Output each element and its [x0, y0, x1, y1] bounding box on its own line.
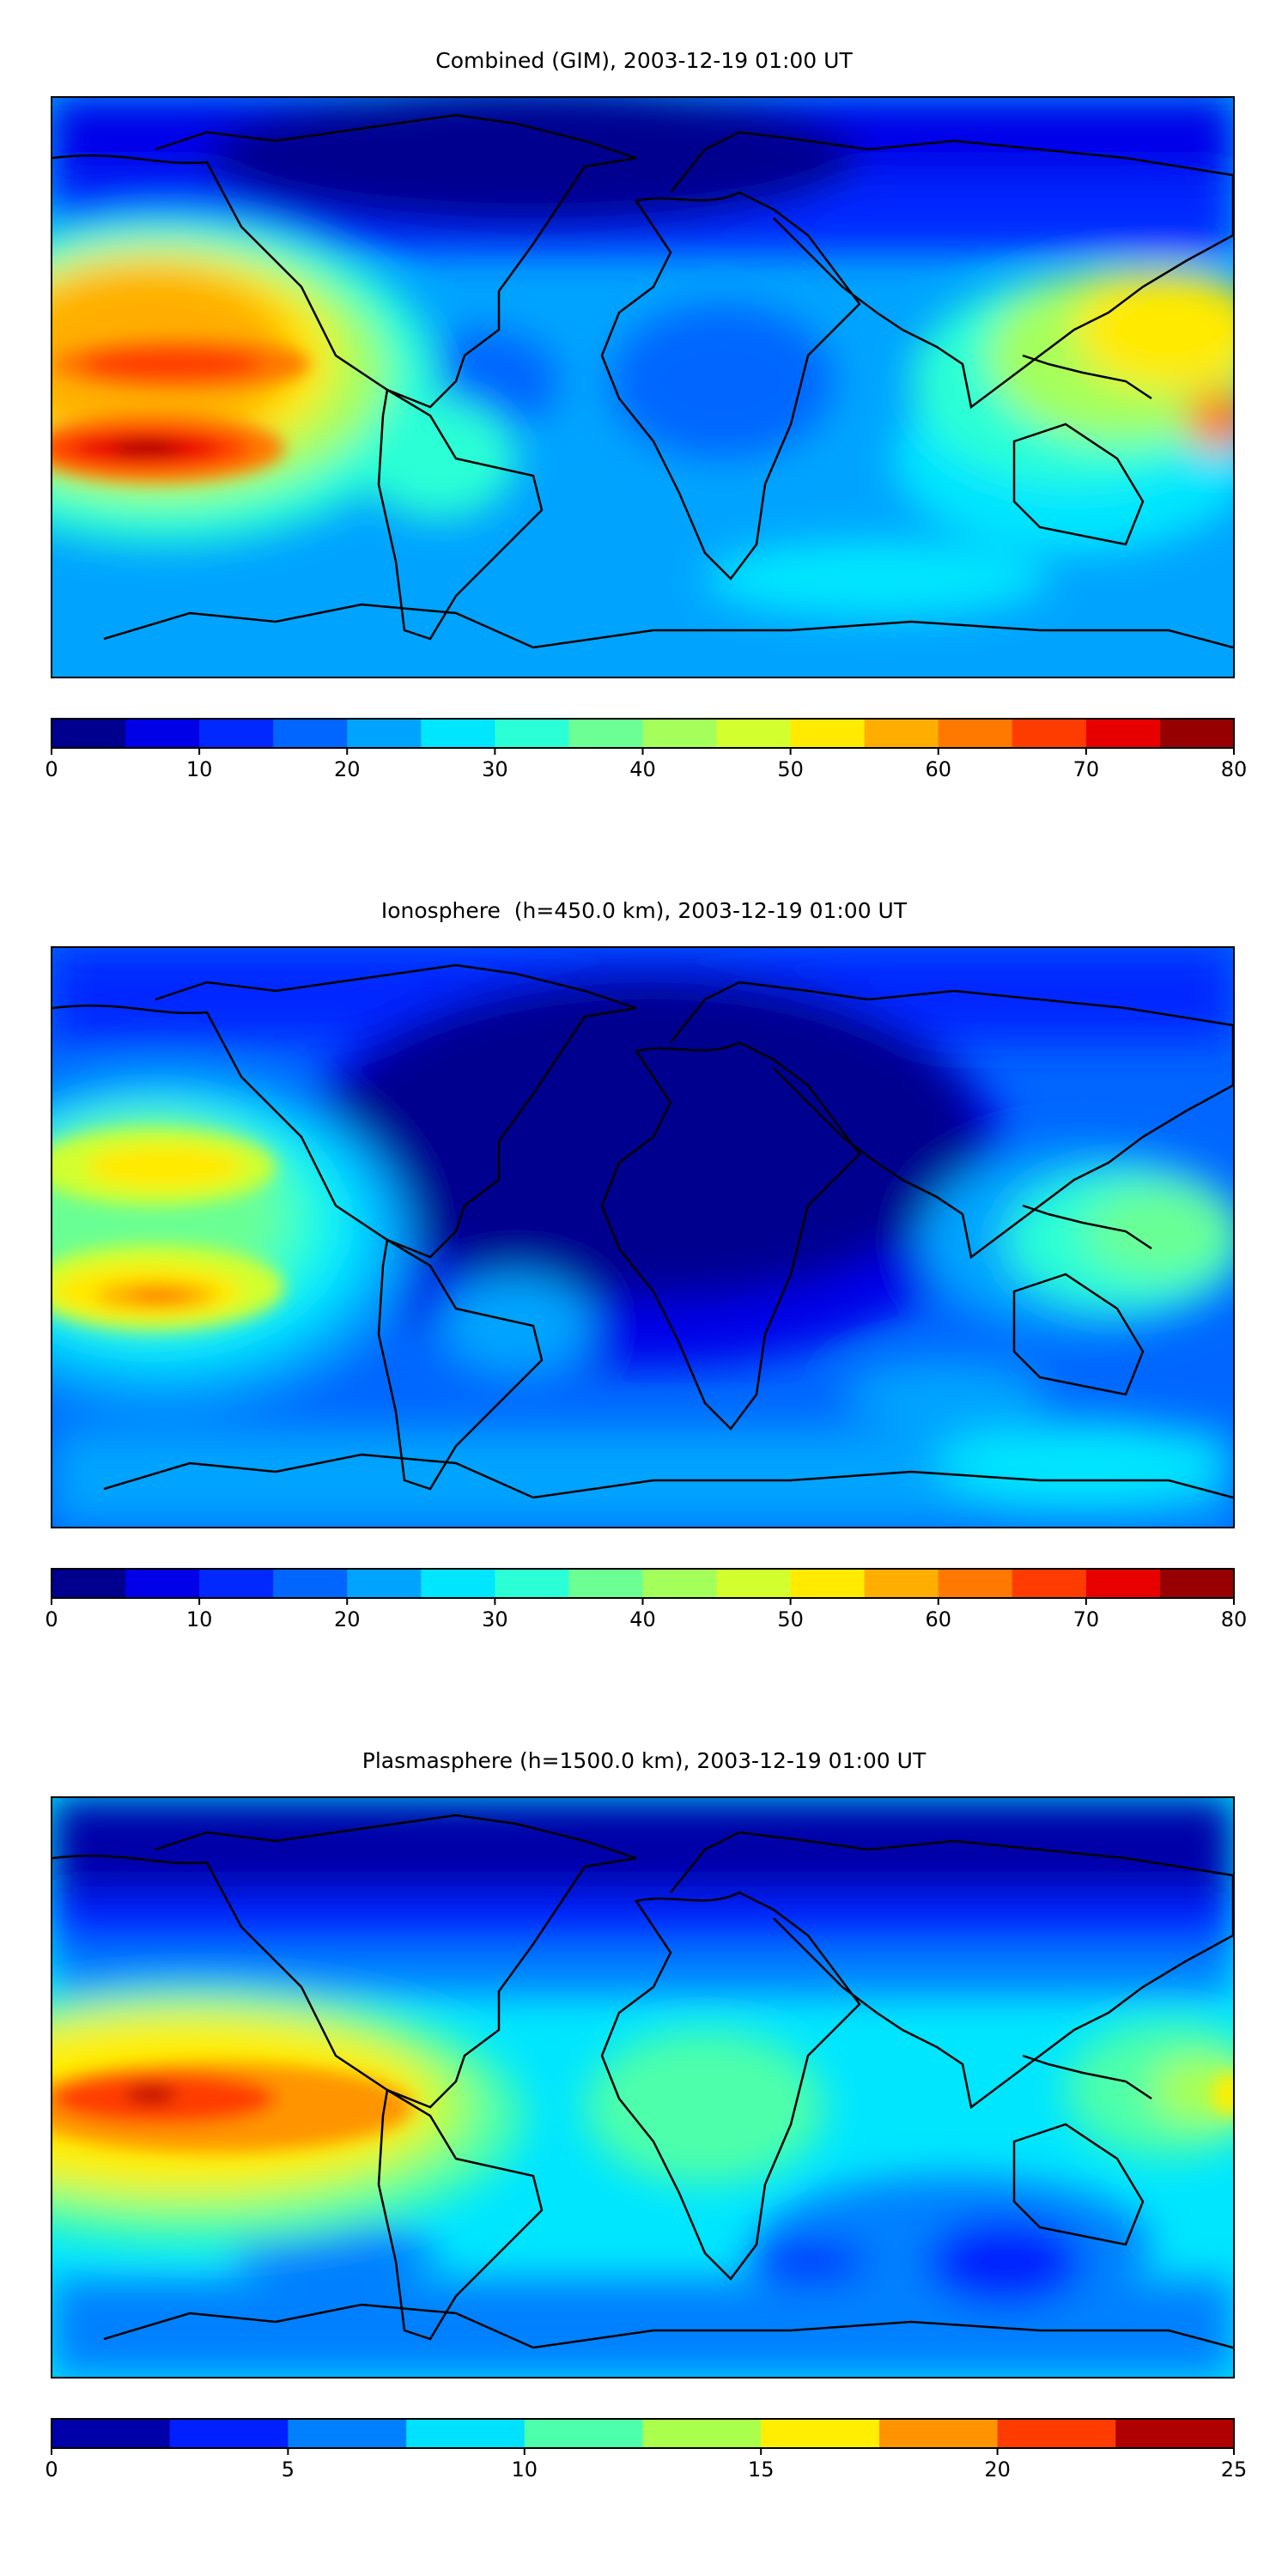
colorbar-segment — [495, 1569, 569, 1598]
colorbar-segment — [1159, 719, 1235, 748]
colorbar-tick-label: 80 — [1221, 1607, 1248, 1631]
colorbar-segment — [1085, 1569, 1161, 1598]
contour-map-ionosphere — [52, 948, 1233, 1527]
colorbar-tick-label: 0 — [45, 2458, 58, 2482]
colorbar-frame — [51, 2418, 1235, 2449]
colorbar-segment — [273, 1569, 348, 1598]
colorbar-tick-label: 10 — [512, 2458, 538, 2482]
colorbar-segment — [125, 1569, 200, 1598]
colorbar-segment — [273, 719, 348, 748]
colorbar-segment — [524, 2419, 643, 2448]
colorbar-segment — [1085, 719, 1161, 748]
colorbar-segment — [1012, 1569, 1087, 1598]
colorbar-tick-label: 70 — [1073, 757, 1100, 781]
colorbar-tick-label: 70 — [1073, 1607, 1100, 1631]
colorbar-segment — [642, 719, 718, 748]
colorbar-segment — [864, 1569, 939, 1598]
colorbar-segment — [1115, 2419, 1235, 2448]
colorbar-tick-label: 20 — [334, 757, 361, 781]
colorbar-segment — [716, 1569, 792, 1598]
colorbar-plasmasphere: 0 5 10 15 20 25 — [45, 2418, 1247, 2482]
colorbar-tick-label: 50 — [777, 1607, 804, 1631]
map-plasmasphere — [51, 1796, 1235, 2379]
colorbar-segment — [495, 719, 569, 748]
contour-map-combined — [52, 98, 1233, 677]
panel-title-plasmasphere: Plasmasphere (h=1500.0 km), 2003-12-19 0… — [361, 1748, 927, 1773]
colorbar-tick-label: 60 — [925, 1607, 951, 1631]
colorbar-segment — [52, 719, 126, 748]
colorbar-tick-label: 0 — [45, 757, 58, 781]
colorbar-segment — [199, 1569, 274, 1598]
panel-title-combined: Combined (GIM), 2003-12-19 01:00 UT — [435, 48, 853, 73]
coastlines — [52, 113, 1233, 649]
colorbar-tick-label: 20 — [984, 2458, 1011, 2482]
colorbar-segment — [568, 1569, 643, 1598]
colorbar-plasmasphere-svg: 0 5 10 15 20 25 — [45, 2418, 1247, 2482]
colorbar-tick-label: 40 — [629, 1607, 656, 1631]
colorbar-segment — [878, 2419, 999, 2448]
colorbar-segment — [790, 719, 866, 748]
colorbar-tick-label: 0 — [45, 1607, 58, 1631]
colorbar-tick-label: 20 — [334, 1607, 361, 1631]
colorbar-segment — [642, 1569, 718, 1598]
colorbar-segment — [347, 719, 422, 748]
colorbar-ionosphere-svg: 0 10 20 30 40 50 60 70 80 — [45, 1568, 1247, 1631]
colorbar-ionosphere: 0 10 20 30 40 50 60 70 80 — [45, 1568, 1247, 1631]
map-ionosphere — [51, 946, 1235, 1528]
colorbar-segment — [864, 719, 939, 748]
colorbar-segment — [938, 719, 1013, 748]
colorbar-tick-label: 50 — [777, 757, 804, 781]
colorbar-tick-label: 80 — [1221, 757, 1248, 781]
colorbar-frame — [51, 1568, 1235, 1599]
colorbar-tick-label: 10 — [186, 1607, 213, 1631]
colorbar-segment — [997, 2419, 1116, 2448]
colorbar-segment — [52, 2419, 171, 2448]
panel-title-ionosphere: Ionosphere (h=450.0 km), 2003-12-19 01:0… — [380, 898, 908, 923]
colorbar-segment — [761, 2419, 880, 2448]
colorbar-combined-svg: 0 10 20 30 40 50 60 70 80 — [45, 718, 1247, 781]
colorbar-segment — [406, 2419, 526, 2448]
colorbar-segment — [288, 2419, 407, 2448]
colorbar-tick-label: 40 — [629, 757, 656, 781]
colorbar-tick-label: 25 — [1221, 2458, 1248, 2482]
colorbar-segment — [938, 1569, 1013, 1598]
colorbar-segment — [642, 2419, 762, 2448]
colorbar-segment — [568, 719, 643, 748]
colorbar-segment — [347, 1569, 422, 1598]
colorbar-segment — [125, 719, 200, 748]
colorbar-tick-label: 30 — [482, 757, 508, 781]
colorbar-segment — [421, 1569, 495, 1598]
colorbar-frame — [51, 718, 1235, 749]
contour-map-plasmasphere — [52, 1798, 1233, 2377]
colorbar-segment — [790, 1569, 866, 1598]
colorbar-segment — [1159, 1569, 1235, 1598]
colorbar-combined: 0 10 20 30 40 50 60 70 80 — [45, 718, 1247, 781]
colorbar-segment — [421, 719, 495, 748]
colorbar-tick-label: 10 — [186, 757, 213, 781]
colorbar-tick-label: 15 — [748, 2458, 775, 2482]
colorbar-segment — [52, 1569, 126, 1598]
map-combined — [51, 96, 1235, 678]
coastlines — [52, 1814, 1233, 2349]
colorbar-tick-label: 30 — [482, 1607, 508, 1631]
colorbar-tick-label: 60 — [925, 757, 951, 781]
colorbar-segment — [169, 2419, 289, 2448]
coastlines — [52, 963, 1233, 1499]
colorbar-segment — [199, 719, 274, 748]
colorbar-segment — [716, 719, 792, 748]
colorbar-tick-label: 5 — [282, 2458, 295, 2482]
colorbar-segment — [1012, 719, 1087, 748]
